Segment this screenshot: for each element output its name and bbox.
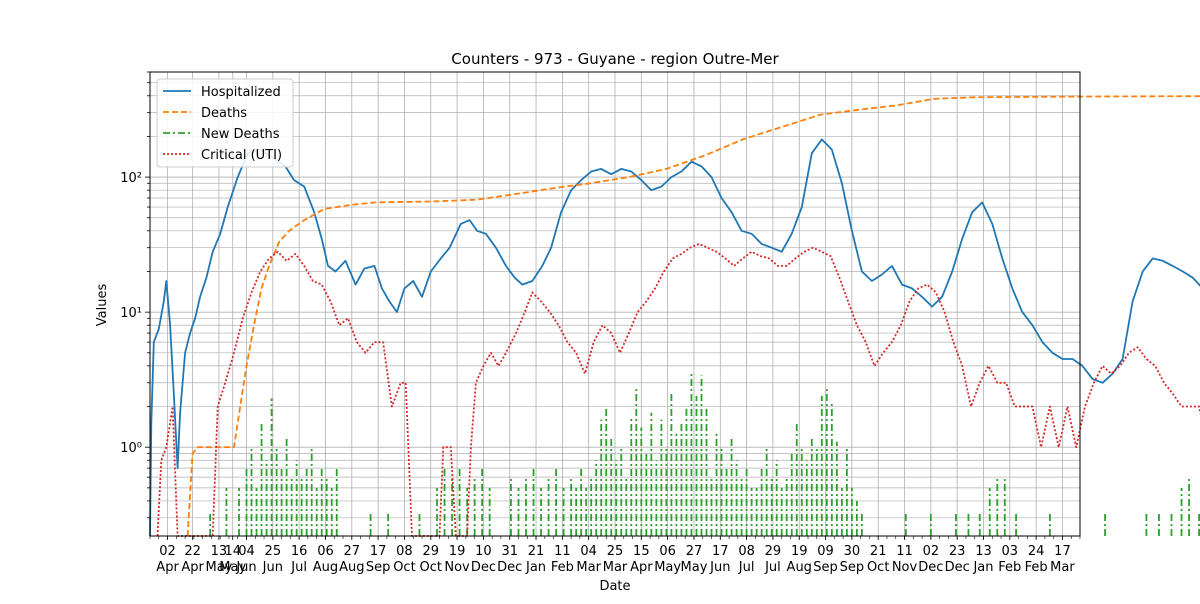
x-tick-label-month: Jul	[764, 560, 781, 575]
x-tick-label-month: May	[681, 560, 708, 575]
x-tick-label-day: 02	[159, 544, 176, 559]
x-tick-label-month: Mar	[603, 560, 628, 575]
x-tick-label-month: Jun	[235, 560, 256, 575]
x-tick-label-day: 23	[949, 544, 966, 559]
x-axis-label: Date	[599, 579, 630, 594]
x-tick-label-month: Sep	[813, 560, 838, 575]
x-tick-label-day: 19	[449, 544, 466, 559]
x-tick-label-month: Apr	[630, 560, 653, 575]
x-tick-label-month: Sep	[366, 560, 391, 575]
x-tick-label-month: Apr	[156, 560, 179, 575]
x-tick-label-month: Jan	[525, 560, 546, 575]
x-tick-label-month: Apr	[181, 560, 204, 575]
x-tick-label-day: 06	[317, 544, 334, 559]
x-tick-label-month: Feb	[551, 560, 574, 575]
x-tick-label-day: 04	[580, 544, 597, 559]
x-tick-label-month: Feb	[998, 560, 1021, 575]
y-axis-label: Values	[95, 284, 110, 327]
x-tick-label-day: 09	[817, 544, 834, 559]
y-tick-label: 10²	[120, 171, 142, 186]
legend: Hospitalized Deaths New Deaths Critical (UT…	[157, 79, 293, 167]
y-tick-label: 10¹	[120, 306, 142, 321]
x-tick-label-day: 29	[765, 544, 782, 559]
legend-label: New Deaths	[201, 127, 280, 142]
x-tick-label-month: Jun	[709, 560, 730, 575]
x-tick-label-day: 29	[422, 544, 439, 559]
x-tick-label-day: 15	[633, 544, 650, 559]
x-tick-label-day: 27	[686, 544, 703, 559]
x-tick-label-month: Jul	[290, 560, 307, 575]
x-tick-label-day: 03	[1002, 544, 1019, 559]
x-tick-label-day: 06	[659, 544, 676, 559]
x-tick-label-month: Jun	[262, 560, 283, 575]
x-tick-label-day: 13	[975, 544, 992, 559]
x-tick-label-day: 22	[184, 544, 201, 559]
x-tick-label-month: Jul	[738, 560, 755, 575]
x-tick-label-day: 27	[344, 544, 361, 559]
legend-label: Critical (UTI)	[201, 148, 282, 163]
legend-label: Deaths	[201, 106, 247, 121]
x-tick-label-month: Dec	[497, 560, 522, 575]
x-tick-label-day: 25	[265, 544, 282, 559]
y-tick-label: 10⁰	[120, 441, 142, 456]
x-tick-label-month: Oct	[420, 560, 442, 575]
x-tick-label-day: 31	[501, 544, 518, 559]
chart-title: Counters - 973 - Guyane - region Outre-M…	[451, 50, 779, 68]
x-tick-label-day: 21	[528, 544, 545, 559]
x-tick-label-month: May	[654, 560, 681, 575]
x-tick-label-day: 17	[1054, 544, 1071, 559]
x-tick-label-month: Nov	[444, 560, 470, 575]
x-tick-label-day: 08	[738, 544, 755, 559]
x-tick-label-month: Oct	[867, 560, 889, 575]
x-tick-label-day: 21	[870, 544, 887, 559]
x-tick-label-day: 11	[554, 544, 571, 559]
legend-label: Hospitalized	[201, 85, 281, 100]
x-tick-label-month: Mar	[576, 560, 601, 575]
x-tick-label-day: 08	[396, 544, 413, 559]
x-tick-label-month: Dec	[918, 560, 943, 575]
x-tick-label-day: 02	[923, 544, 940, 559]
x-tick-label-month: Dec	[471, 560, 496, 575]
x-tick-label-month: Feb	[1025, 560, 1048, 575]
x-tick-label-month: Mar	[1050, 560, 1075, 575]
x-tick-label-month: Aug	[313, 560, 338, 575]
x-tick-label-day: 25	[607, 544, 624, 559]
x-tick-label-day: 17	[370, 544, 387, 559]
x-tick-label-month: Dec	[945, 560, 970, 575]
x-tick-label-month: Jan	[972, 560, 993, 575]
x-tick-label-day: 16	[291, 544, 308, 559]
x-tick-label-day: 04	[238, 544, 255, 559]
x-tick-label-month: Aug	[787, 560, 812, 575]
x-tick-label-month: Nov	[892, 560, 918, 575]
x-tick-label-month: Sep	[840, 560, 865, 575]
x-tick-label-day: 17	[712, 544, 729, 559]
x-tick-label-day: 10	[475, 544, 492, 559]
x-tick-label-day: 11	[896, 544, 913, 559]
x-tick-label-day: 19	[791, 544, 808, 559]
x-tick-label-month: Aug	[339, 560, 364, 575]
x-tick-label-day: 30	[844, 544, 861, 559]
x-tick-label-day: 24	[1028, 544, 1045, 559]
x-tick-label-month: Oct	[393, 560, 415, 575]
